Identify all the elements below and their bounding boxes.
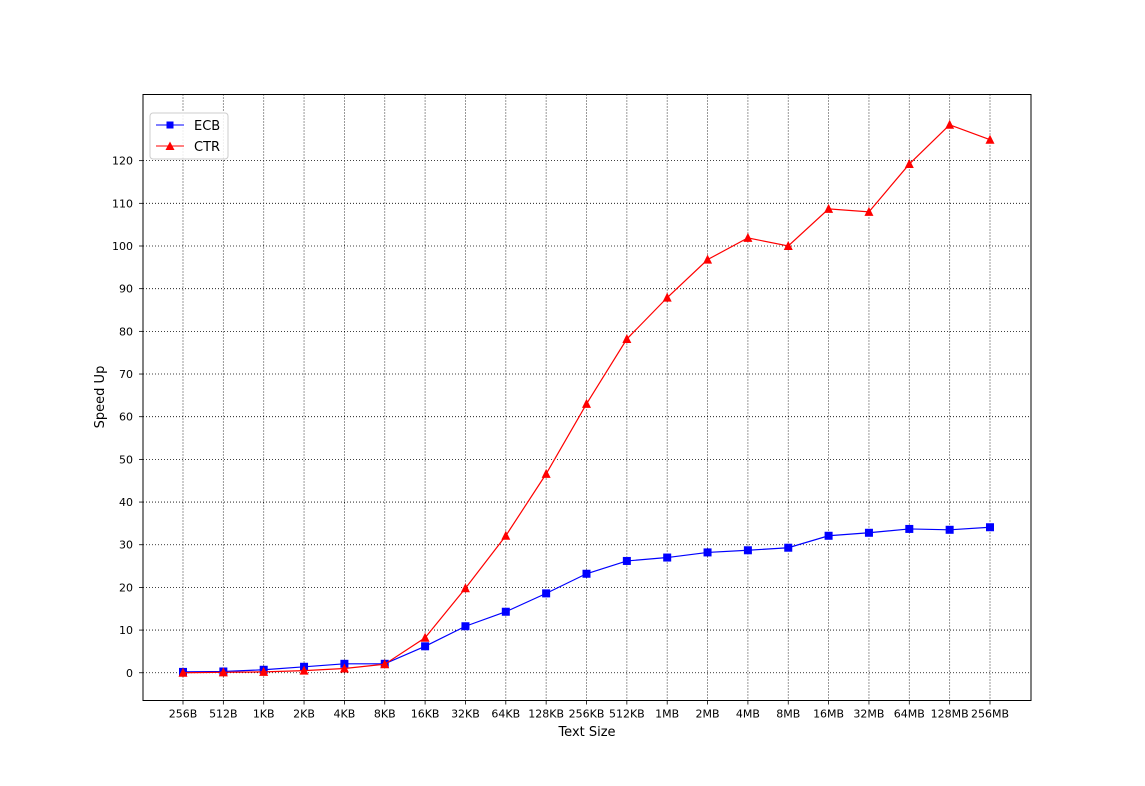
data-point-ctr bbox=[985, 134, 995, 144]
data-point-ecb bbox=[501, 607, 510, 616]
y-tick-label: 0 bbox=[126, 667, 133, 680]
data-point-ctr bbox=[622, 334, 632, 344]
x-tick-label: 2MB bbox=[696, 708, 720, 721]
data-point-ctr bbox=[460, 583, 470, 593]
data-point-ecb bbox=[663, 553, 672, 562]
y-tick-label: 70 bbox=[119, 368, 133, 381]
series-layer bbox=[178, 119, 995, 677]
data-point-ctr bbox=[501, 530, 511, 540]
y-tick-label: 50 bbox=[119, 453, 133, 466]
y-tick-label: 60 bbox=[119, 411, 133, 424]
x-tick-label: 32MB bbox=[853, 708, 884, 721]
y-tick-label: 100 bbox=[112, 240, 133, 253]
data-point-ecb bbox=[784, 543, 793, 552]
y-tick-label: 110 bbox=[112, 197, 133, 210]
data-point-ctr bbox=[420, 632, 430, 642]
legend-label-ecb: ECB bbox=[194, 119, 220, 134]
y-tick-label: 20 bbox=[119, 581, 133, 594]
x-axis-label: Text Size bbox=[557, 725, 615, 740]
data-point-ecb bbox=[945, 525, 954, 534]
x-tick-label: 8KB bbox=[374, 708, 396, 721]
x-tick-label: 1MB bbox=[655, 708, 679, 721]
data-point-ctr bbox=[218, 667, 228, 677]
data-point-ecb bbox=[461, 622, 470, 631]
x-tick-label: 4KB bbox=[334, 708, 356, 721]
data-point-ctr bbox=[178, 667, 188, 677]
x-tick-label: 32KB bbox=[451, 708, 480, 721]
x-tick-label: 16MB bbox=[813, 708, 844, 721]
legend: ECB CTR bbox=[149, 112, 229, 160]
data-point-ctr bbox=[541, 468, 551, 478]
y-tick-label: 120 bbox=[112, 155, 133, 168]
x-axis: 256B 512B 1KB 2KB 4KB 8KB 16KB 32KB 64KB 128KB 256… bbox=[169, 700, 1009, 721]
legend-label-ctr: CTR bbox=[194, 140, 220, 155]
data-point-ecb bbox=[622, 556, 631, 565]
data-point-ecb bbox=[905, 524, 914, 533]
y-tick-label: 30 bbox=[119, 539, 133, 552]
x-tick-label: 256B bbox=[169, 708, 198, 721]
data-point-ecb bbox=[986, 523, 994, 532]
data-point-ctr bbox=[299, 665, 309, 675]
data-point-ecb bbox=[824, 531, 833, 540]
plot-frame bbox=[142, 94, 1032, 701]
x-tick-label: 4MB bbox=[736, 708, 760, 721]
x-tick-label: 256KB bbox=[569, 708, 605, 721]
y-axis-label: Speed Up bbox=[93, 366, 108, 429]
legend-marker-ecb-icon bbox=[166, 121, 174, 129]
x-tick-label: 2KB bbox=[293, 708, 315, 721]
data-point-ecb bbox=[743, 546, 752, 555]
x-tick-label: 256MB bbox=[971, 708, 1009, 721]
data-point-ecb bbox=[703, 548, 712, 557]
data-point-ctr bbox=[380, 659, 390, 669]
x-tick-label: 64MB bbox=[894, 708, 925, 721]
grid bbox=[143, 94, 1031, 701]
x-tick-label: 128MB bbox=[931, 708, 969, 721]
data-point-ctr bbox=[824, 203, 834, 213]
data-point-ctr bbox=[864, 206, 874, 216]
x-tick-label: 8MB bbox=[776, 708, 800, 721]
y-tick-label: 90 bbox=[119, 283, 133, 296]
data-point-ctr bbox=[662, 292, 672, 302]
x-tick-label: 16KB bbox=[411, 708, 440, 721]
data-point-ctr bbox=[339, 663, 349, 673]
y-tick-label: 40 bbox=[119, 496, 133, 509]
data-point-ctr bbox=[783, 241, 793, 250]
y-axis: 0 10 20 30 40 50 60 70 80 90 100 110 120 bbox=[112, 155, 143, 680]
data-point-ctr bbox=[945, 119, 955, 129]
data-point-ecb bbox=[864, 528, 873, 537]
x-tick-label: 512KB bbox=[609, 708, 645, 721]
data-point-ctr bbox=[904, 159, 914, 169]
data-point-ecb bbox=[421, 642, 430, 651]
x-tick-label: 1KB bbox=[253, 708, 275, 721]
x-tick-label: 64KB bbox=[491, 708, 520, 721]
x-tick-label: 128KB bbox=[528, 708, 564, 721]
data-point-ctr bbox=[582, 398, 591, 408]
y-tick-label: 10 bbox=[119, 624, 133, 637]
data-point-ctr bbox=[743, 232, 753, 242]
data-point-ctr bbox=[703, 254, 713, 264]
legend-marker-ctr-icon bbox=[165, 141, 175, 150]
y-tick-label: 80 bbox=[119, 325, 133, 338]
data-point-ecb bbox=[542, 589, 551, 598]
data-point-ecb bbox=[582, 569, 591, 578]
data-point-ctr bbox=[259, 666, 269, 676]
x-tick-label: 512B bbox=[209, 708, 238, 721]
plot-background bbox=[143, 94, 1031, 701]
